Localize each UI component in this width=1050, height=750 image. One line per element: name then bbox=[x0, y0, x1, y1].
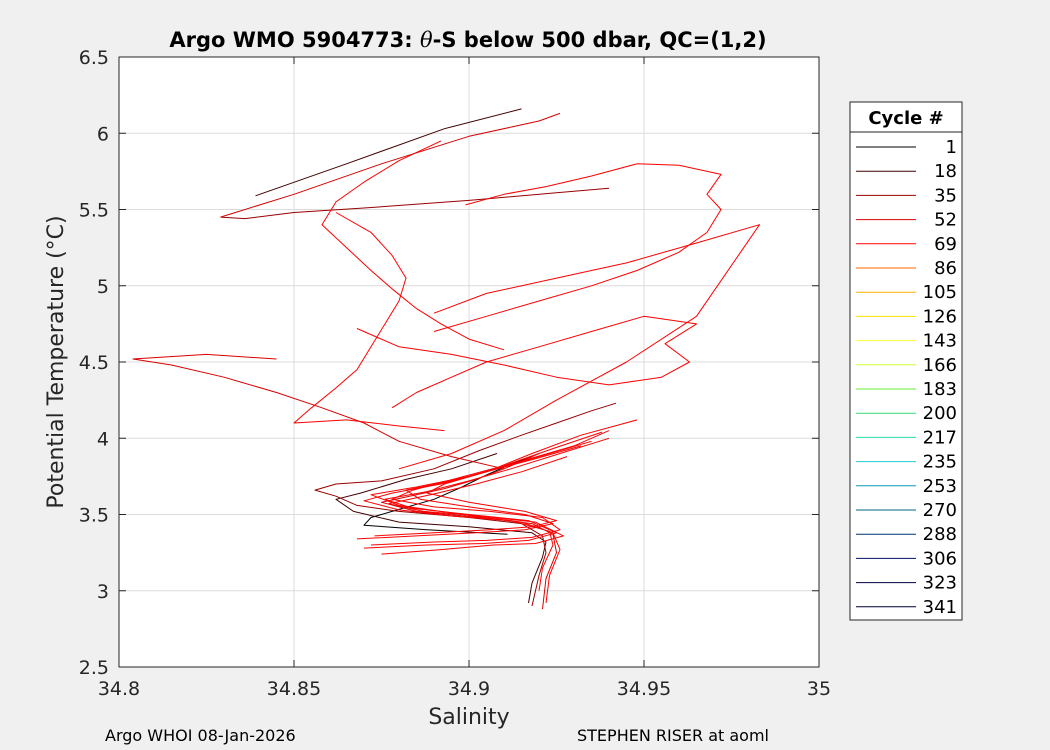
y-tick-label: 5 bbox=[97, 276, 109, 298]
series-line-cycle-60 bbox=[293, 212, 445, 432]
series-line-cycle-40 bbox=[220, 112, 561, 218]
y-axis: 2.5 3 3.5 4 4.5 5 5.5 6 6.5 bbox=[79, 47, 819, 679]
legend-label: 306 bbox=[923, 548, 957, 569]
legend-label: 52 bbox=[934, 210, 957, 231]
footer-left: Argo WHOI 08-Jan-2026 bbox=[105, 726, 296, 745]
grid bbox=[119, 57, 819, 667]
y-tick-label: 3.5 bbox=[79, 505, 109, 527]
series-line-cycle-26 bbox=[335, 453, 547, 604]
legend-label: 235 bbox=[923, 452, 957, 473]
legend-label: 253 bbox=[923, 476, 957, 497]
x-tick-label: 34.85 bbox=[267, 678, 321, 700]
y-tick-label: 3 bbox=[97, 581, 109, 603]
x-tick-label: 34.8 bbox=[98, 678, 140, 700]
legend-label: 217 bbox=[923, 427, 957, 448]
y-axis-label: Potential Temperature (°C) bbox=[44, 215, 69, 508]
series-line-cycle-45 bbox=[132, 353, 505, 470]
legend-label: 166 bbox=[923, 355, 957, 376]
legend-label: 1 bbox=[946, 137, 957, 158]
legend-label: 69 bbox=[934, 234, 957, 255]
y-tick-label: 5.5 bbox=[79, 200, 109, 222]
series-line-cycle-1 bbox=[363, 456, 533, 535]
legend-title: Cycle # bbox=[868, 108, 943, 129]
series-line-cycle-126 bbox=[374, 419, 638, 537]
legend-entries: 1 18 35 52 69 86 105 126 143 166 183 200 217 235 253 27… bbox=[856, 137, 957, 618]
series-line-cycle-30 bbox=[220, 187, 610, 220]
legend-label: 35 bbox=[934, 185, 957, 206]
legend: Cycle # 1 18 35 52 69 86 105 126 143 166 183 200 217… bbox=[849, 101, 963, 621]
series-line-cycle-90 bbox=[321, 140, 505, 351]
legend-label: 105 bbox=[923, 282, 957, 303]
legend-label: 18 bbox=[934, 161, 957, 182]
y-tick-label: 6.5 bbox=[79, 47, 109, 69]
legend-box bbox=[849, 101, 963, 621]
series-line-cycle-83 bbox=[370, 430, 610, 604]
legend-label: 288 bbox=[923, 524, 957, 545]
legend-label: 200 bbox=[923, 403, 957, 424]
series-line-cycle-72 bbox=[356, 315, 697, 409]
legend-label: 341 bbox=[923, 597, 957, 618]
x-tick-label: 35 bbox=[807, 678, 831, 700]
x-tick-label: 34.95 bbox=[617, 678, 671, 700]
series-line-cycle-114 bbox=[363, 437, 610, 549]
legend-label: 143 bbox=[923, 331, 957, 352]
series-line-cycle-35 bbox=[314, 402, 617, 607]
y-tick-label: 6 bbox=[97, 123, 109, 145]
series-line-cycle-69 bbox=[433, 163, 722, 332]
legend-label: 270 bbox=[923, 500, 957, 521]
chart-title: Argo WMO 5904773: θ-S below 500 dbar, QC… bbox=[169, 28, 766, 52]
legend-label: 126 bbox=[923, 306, 957, 327]
legend-label: 183 bbox=[923, 379, 957, 400]
series-line-cycle-78 bbox=[398, 224, 760, 470]
x-axis: 34.8 34.85 34.9 34.95 35 bbox=[98, 57, 831, 700]
legend-label: 323 bbox=[923, 573, 957, 594]
series-line-cycle-18 bbox=[255, 108, 522, 197]
y-tick-label: 4 bbox=[97, 428, 109, 450]
footer-right: STEPHEN RISER at aoml bbox=[577, 726, 769, 745]
x-axis-label: Salinity bbox=[428, 705, 509, 730]
y-tick-label: 4.5 bbox=[79, 352, 109, 374]
series-layer bbox=[132, 108, 760, 610]
legend-label: 86 bbox=[934, 258, 957, 279]
x-tick-label: 34.9 bbox=[448, 678, 490, 700]
y-tick-label: 2.5 bbox=[79, 657, 109, 679]
